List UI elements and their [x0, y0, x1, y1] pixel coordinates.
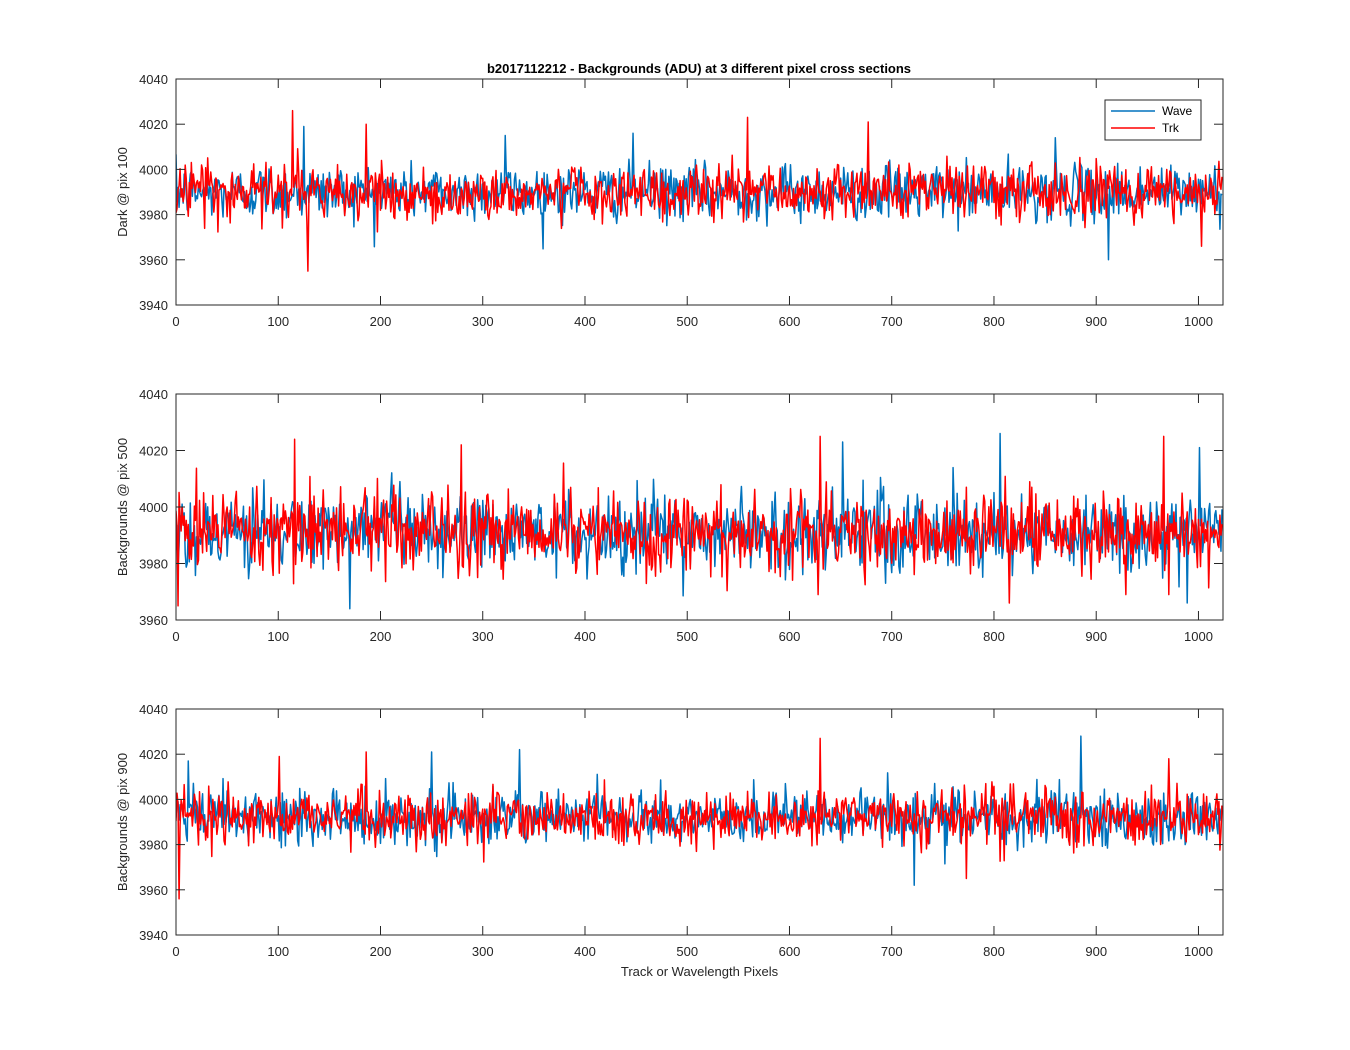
x-tick-label: 300 [472, 314, 494, 329]
series-line-trk [176, 737, 1223, 900]
x-tick-label: 800 [983, 629, 1005, 644]
x-tick-label: 700 [881, 629, 903, 644]
y-tick-label: 4040 [139, 72, 168, 87]
series-line-trk [176, 109, 1223, 272]
y-axis-label: Backgrounds @ pix 500 [115, 438, 130, 576]
x-tick-label: 200 [370, 629, 392, 644]
x-tick-label: 600 [779, 314, 801, 329]
x-tick-label: 700 [881, 944, 903, 959]
y-tick-label: 4020 [139, 747, 168, 762]
x-tick-label: 200 [370, 944, 392, 959]
axes-box [175, 78, 1224, 306]
x-tick-label: 100 [267, 629, 289, 644]
x-tick-label: 0 [172, 314, 179, 329]
x-tick-label: 900 [1085, 944, 1107, 959]
y-axis-label: Dark @ pix 100 [115, 147, 130, 237]
x-tick-label: 1000 [1184, 314, 1213, 329]
x-tick-label: 100 [267, 944, 289, 959]
y-axis-label: Backgrounds @ pix 900 [115, 753, 130, 891]
x-tick-label: 0 [172, 629, 179, 644]
y-tick-label: 3960 [139, 613, 168, 628]
x-tick-label: 400 [574, 944, 596, 959]
series-line-trk [176, 435, 1223, 607]
y-tick-label: 3960 [139, 883, 168, 898]
x-tick-label: 0 [172, 944, 179, 959]
subplot-backgrounds-pix-900: 0 100 200 300 400 500 600 700 800 900 1000 3940 3960… [115, 702, 1224, 979]
x-axis-label: Track or Wavelength Pixels [621, 964, 779, 979]
y-tick-label: 4000 [139, 792, 168, 807]
x-tick-label: 900 [1085, 629, 1107, 644]
y-tick-label: 4020 [139, 117, 168, 132]
y-tick-label: 4000 [139, 500, 168, 515]
x-tick-label: 500 [676, 314, 698, 329]
y-tick-label: 4040 [139, 702, 168, 717]
figure-title: b2017112212 - Backgrounds (ADU) at 3 dif… [487, 61, 911, 76]
x-tick-label: 600 [779, 944, 801, 959]
x-tick-label: 1000 [1184, 629, 1213, 644]
x-tick-label: 400 [574, 314, 596, 329]
y-tick-label: 4020 [139, 444, 168, 459]
legend-label-wave: Wave [1162, 104, 1193, 118]
legend-box [1104, 99, 1202, 141]
x-tick-label: 100 [267, 314, 289, 329]
x-tick-label: 600 [779, 629, 801, 644]
x-tick-label: 500 [676, 944, 698, 959]
x-tick-label: 800 [983, 944, 1005, 959]
x-tick-label: 300 [472, 629, 494, 644]
subplot-dark-pix-100: 0 100 200 300 400 500 600 700 800 900 1000 3940 3960… [115, 72, 1224, 329]
subplot-backgrounds-pix-500: 0 100 200 300 400 500 600 700 800 900 1000 3960 3980… [115, 387, 1224, 644]
x-tick-label: 500 [676, 629, 698, 644]
y-tick-label: 4000 [139, 162, 168, 177]
x-tick-label: 900 [1085, 314, 1107, 329]
y-tick-label: 3980 [139, 208, 168, 223]
y-tick-label: 4040 [139, 387, 168, 402]
x-tick-label: 800 [983, 314, 1005, 329]
axes-box [175, 708, 1224, 936]
legend: Wave Trk [1104, 99, 1202, 141]
y-tick-label: 3960 [139, 253, 168, 268]
x-tick-label: 700 [881, 314, 903, 329]
y-tick-label: 3940 [139, 298, 168, 313]
legend-label-trk: Trk [1162, 121, 1180, 135]
x-tick-label: 400 [574, 629, 596, 644]
x-tick-label: 1000 [1184, 944, 1213, 959]
y-tick-label: 3980 [139, 557, 168, 572]
x-tick-label: 300 [472, 944, 494, 959]
x-tick-label: 200 [370, 314, 392, 329]
y-tick-label: 3980 [139, 838, 168, 853]
y-tick-label: 3940 [139, 928, 168, 943]
